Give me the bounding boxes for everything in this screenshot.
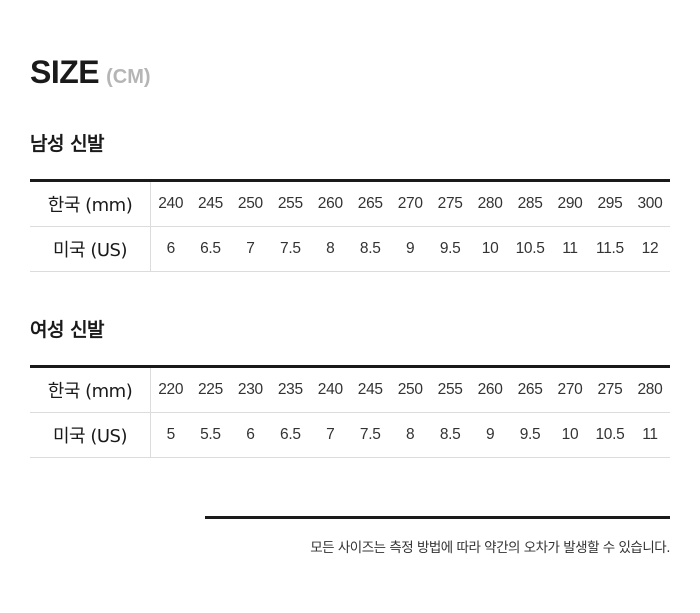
men-us-label: 미국 (US)	[30, 226, 151, 272]
women-us-cell: 7.5	[350, 412, 391, 458]
men-kr-cell: 275	[430, 179, 471, 227]
women-kr-cell: 230	[230, 365, 271, 413]
women-us-cell: 8	[390, 412, 431, 458]
women-kr-cell: 270	[550, 365, 590, 413]
men-us-cell: 9	[390, 226, 431, 272]
size-disclaimer-note: 모든 사이즈는 측정 방법에 따라 약간의 오차가 발생할 수 있습니다.	[310, 540, 670, 556]
women-kr-cell: 245	[350, 365, 391, 413]
men-shoes-heading: 남성 신발	[30, 133, 105, 155]
men-kr-cell: 260	[310, 179, 351, 227]
women-us-cell: 6.5	[270, 412, 311, 458]
men-kr-row: 한국 (mm) 240 245 250 255 260 265 270 275 …	[30, 179, 670, 227]
men-us-cell: 7	[230, 226, 271, 272]
women-kr-cell: 280	[629, 365, 670, 413]
men-kr-cell: 295	[589, 179, 630, 227]
women-us-cell: 5.5	[190, 412, 231, 458]
women-us-cell: 11	[629, 412, 670, 458]
men-kr-cell: 250	[230, 179, 271, 227]
women-kr-cell: 265	[510, 365, 551, 413]
men-kr-cell: 290	[550, 179, 590, 227]
women-us-cell: 8.5	[430, 412, 471, 458]
women-kr-cell: 220	[150, 365, 191, 413]
women-kr-cell: 225	[190, 365, 231, 413]
men-us-cell: 6.5	[190, 226, 231, 272]
women-kr-cell: 260	[470, 365, 511, 413]
women-kr-cell: 275	[589, 365, 630, 413]
women-shoes-heading: 여성 신발	[30, 319, 105, 341]
note-divider	[205, 516, 670, 519]
men-us-row: 미국 (US) 6 6.5 7 7.5 8 8.5 9 9.5 10 10.5 …	[30, 226, 670, 272]
women-us-cell: 7	[310, 412, 351, 458]
women-kr-label: 한국 (mm)	[30, 365, 151, 413]
men-kr-cell: 280	[470, 179, 511, 227]
size-title: SIZE (CM)	[30, 54, 151, 91]
men-kr-cell: 285	[510, 179, 551, 227]
size-title-main: SIZE	[30, 54, 100, 90]
men-us-cell: 9.5	[430, 226, 471, 272]
women-size-table: 한국 (mm) 220 225 230 235 240 245 250 255 …	[30, 365, 670, 458]
women-kr-cell: 255	[430, 365, 471, 413]
men-kr-cell: 245	[190, 179, 231, 227]
men-kr-cell: 270	[390, 179, 431, 227]
women-us-row: 미국 (US) 5 5.5 6 6.5 7 7.5 8 8.5 9 9.5 10…	[30, 412, 670, 458]
men-us-cell: 12	[629, 226, 670, 272]
women-us-cell: 10.5	[589, 412, 630, 458]
men-us-cell: 8	[310, 226, 351, 272]
women-us-label: 미국 (US)	[30, 412, 151, 458]
women-us-cell: 5	[150, 412, 191, 458]
women-us-cell: 6	[230, 412, 271, 458]
size-title-unit: (CM)	[106, 66, 151, 88]
women-us-cell: 10	[550, 412, 590, 458]
women-kr-row: 한국 (mm) 220 225 230 235 240 245 250 255 …	[30, 365, 670, 413]
women-kr-cell: 240	[310, 365, 351, 413]
women-us-cell: 9.5	[510, 412, 551, 458]
men-kr-cell: 300	[629, 179, 670, 227]
men-kr-cell: 240	[150, 179, 191, 227]
men-kr-cell: 265	[350, 179, 391, 227]
women-us-cell: 9	[470, 412, 511, 458]
men-size-table: 한국 (mm) 240 245 250 255 260 265 270 275 …	[30, 179, 670, 272]
men-kr-cell: 255	[270, 179, 311, 227]
men-us-cell: 8.5	[350, 226, 391, 272]
women-kr-cell: 235	[270, 365, 311, 413]
men-us-cell: 11.5	[589, 226, 630, 272]
men-kr-label: 한국 (mm)	[30, 179, 151, 227]
women-kr-cell: 250	[390, 365, 431, 413]
men-us-cell: 6	[150, 226, 191, 272]
men-us-cell: 10	[470, 226, 511, 272]
men-us-cell: 11	[550, 226, 590, 272]
men-us-cell: 10.5	[510, 226, 551, 272]
men-us-cell: 7.5	[270, 226, 311, 272]
